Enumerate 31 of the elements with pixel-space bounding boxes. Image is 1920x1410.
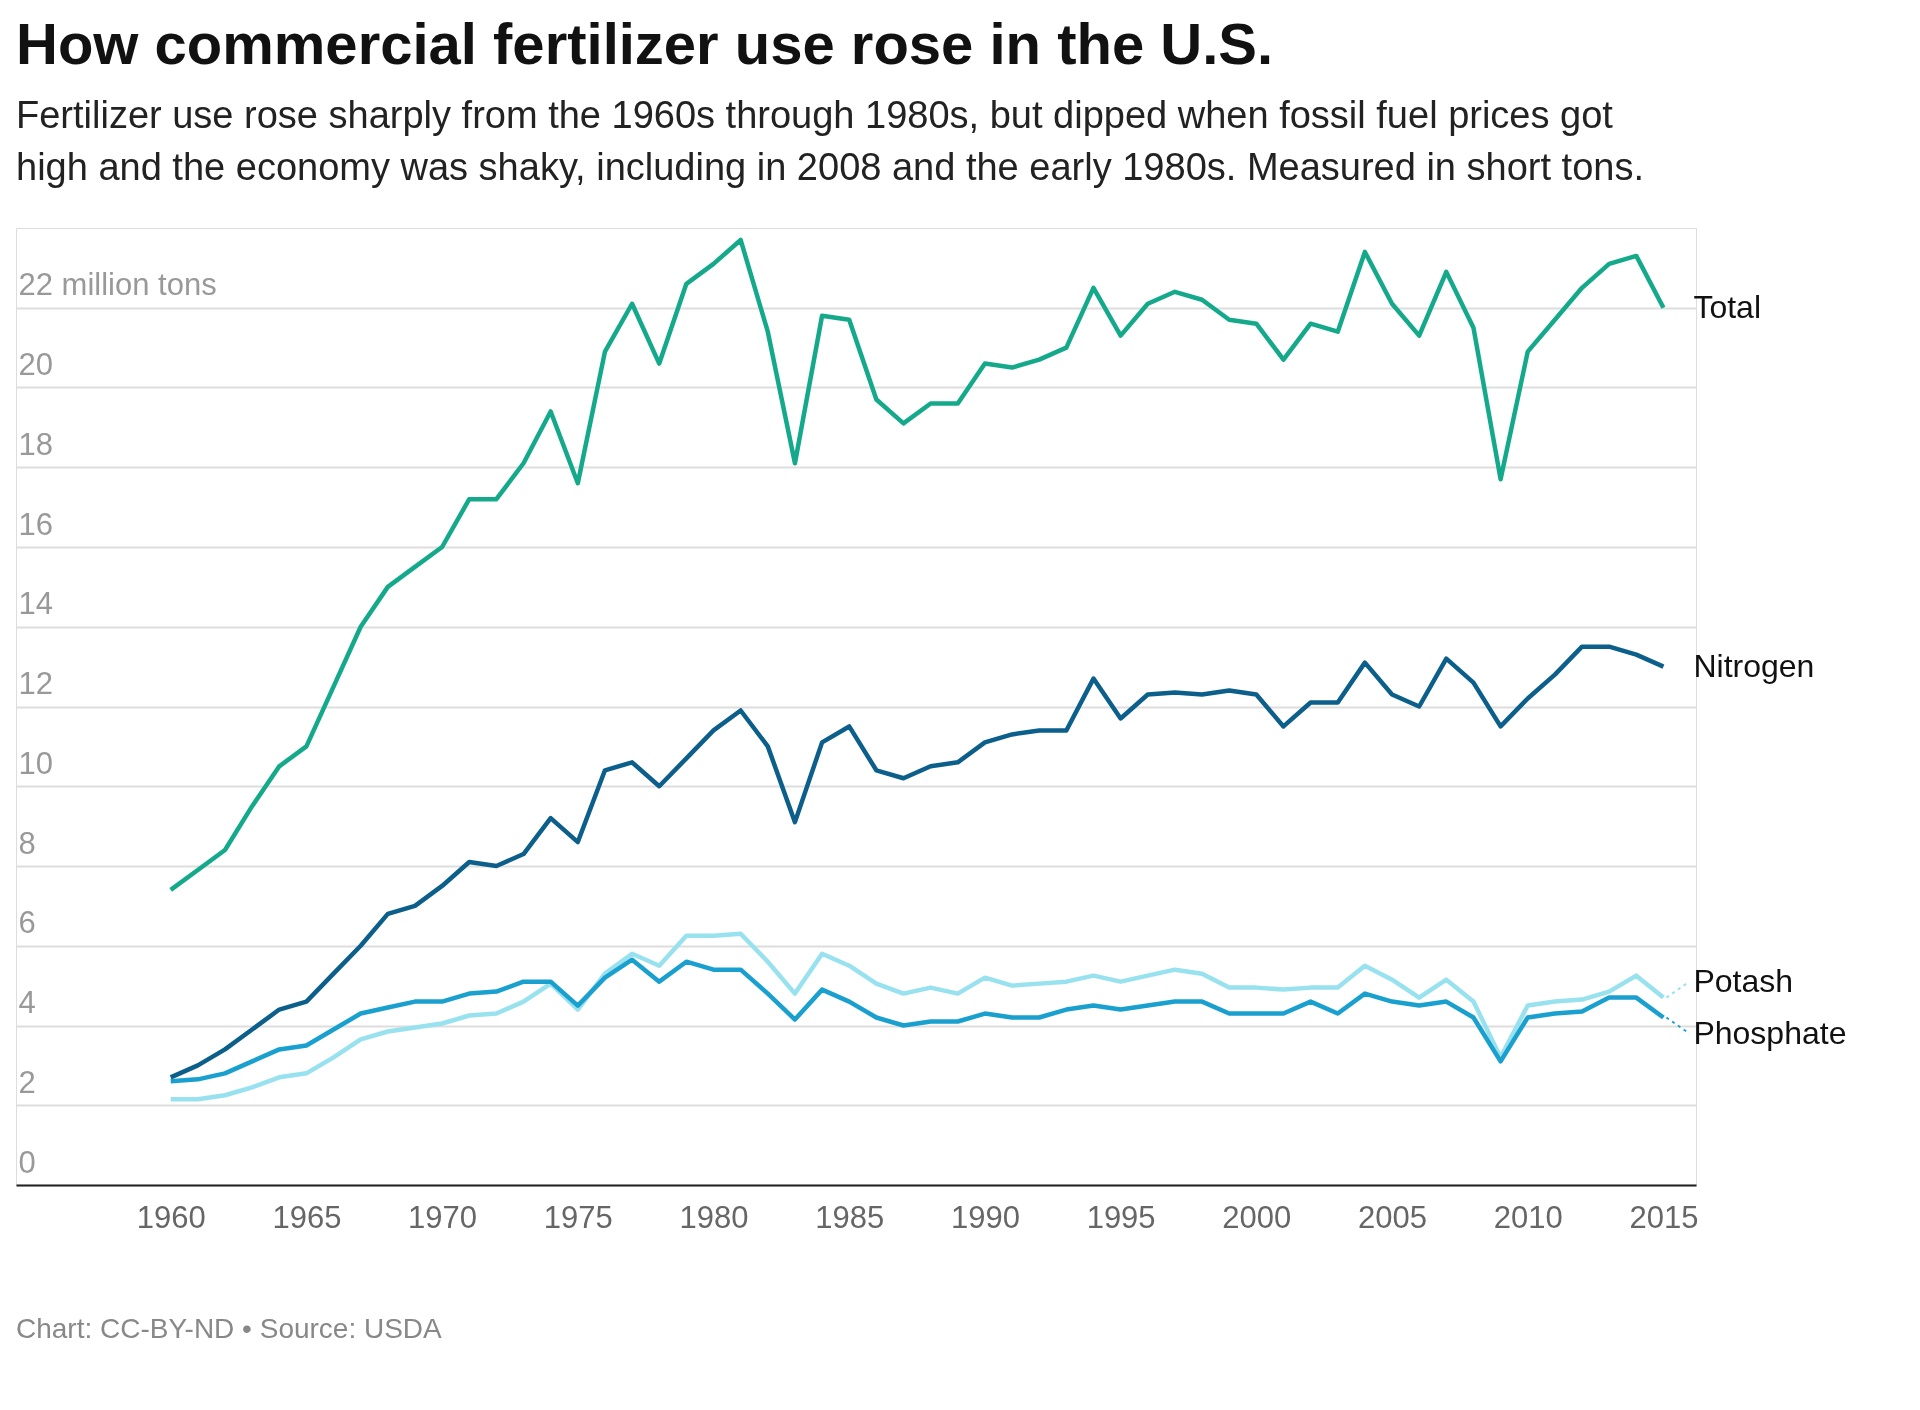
x-tick-label: 1970 xyxy=(408,1199,478,1235)
x-tick-label: 1995 xyxy=(1086,1199,1156,1235)
y-tick-label: 18 xyxy=(18,426,53,462)
x-tick-label: 1990 xyxy=(950,1199,1020,1235)
x-tick-label: 2005 xyxy=(1358,1199,1428,1235)
y-tick-label: 14 xyxy=(18,586,53,622)
chart-subtitle: Fertilizer use rose sharply from the 1960s through 1980s, but dipped when fossil fuel prices got high and the economy was shaky, including in 2008 and the early 1980s. Measured in short tons. xyxy=(16,94,1644,188)
legend-label: Phosphate xyxy=(1693,1014,1847,1051)
x-tick-label: 1960 xyxy=(136,1199,206,1235)
x-tick-label: 2000 xyxy=(1222,1199,1292,1235)
series-label: Nitrogen xyxy=(1693,647,1815,684)
y-tick-label: 12 xyxy=(18,666,53,701)
x-tick-label: 1965 xyxy=(272,1199,342,1235)
y-tick-label: 16 xyxy=(18,506,53,542)
chart-title: How commercial fertilizer use rose in the U.S. xyxy=(16,11,1274,76)
y-tick-label: 20 xyxy=(18,347,53,382)
y-tick-label: 22 million tons xyxy=(18,267,217,303)
x-tick-label: 2015 xyxy=(1629,1199,1699,1235)
series-label: Total xyxy=(1693,288,1762,325)
legend-label: Potash xyxy=(1693,962,1794,999)
x-tick-label: 2010 xyxy=(1493,1199,1563,1235)
y-tick-label: 4 xyxy=(18,985,36,1020)
y-tick-label: 10 xyxy=(18,745,53,781)
x-tick-label: 1985 xyxy=(815,1199,885,1235)
y-tick-label: 8 xyxy=(18,825,36,861)
x-tick-label: 1975 xyxy=(543,1199,613,1235)
y-tick-label: 2 xyxy=(18,1064,36,1100)
x-tick-label: 1980 xyxy=(679,1199,749,1235)
text: Chart: CC-BY-ND • Source: USDA xyxy=(16,1313,443,1344)
y-tick-label: 6 xyxy=(18,905,36,941)
y-tick-label: 0 xyxy=(18,1144,36,1180)
